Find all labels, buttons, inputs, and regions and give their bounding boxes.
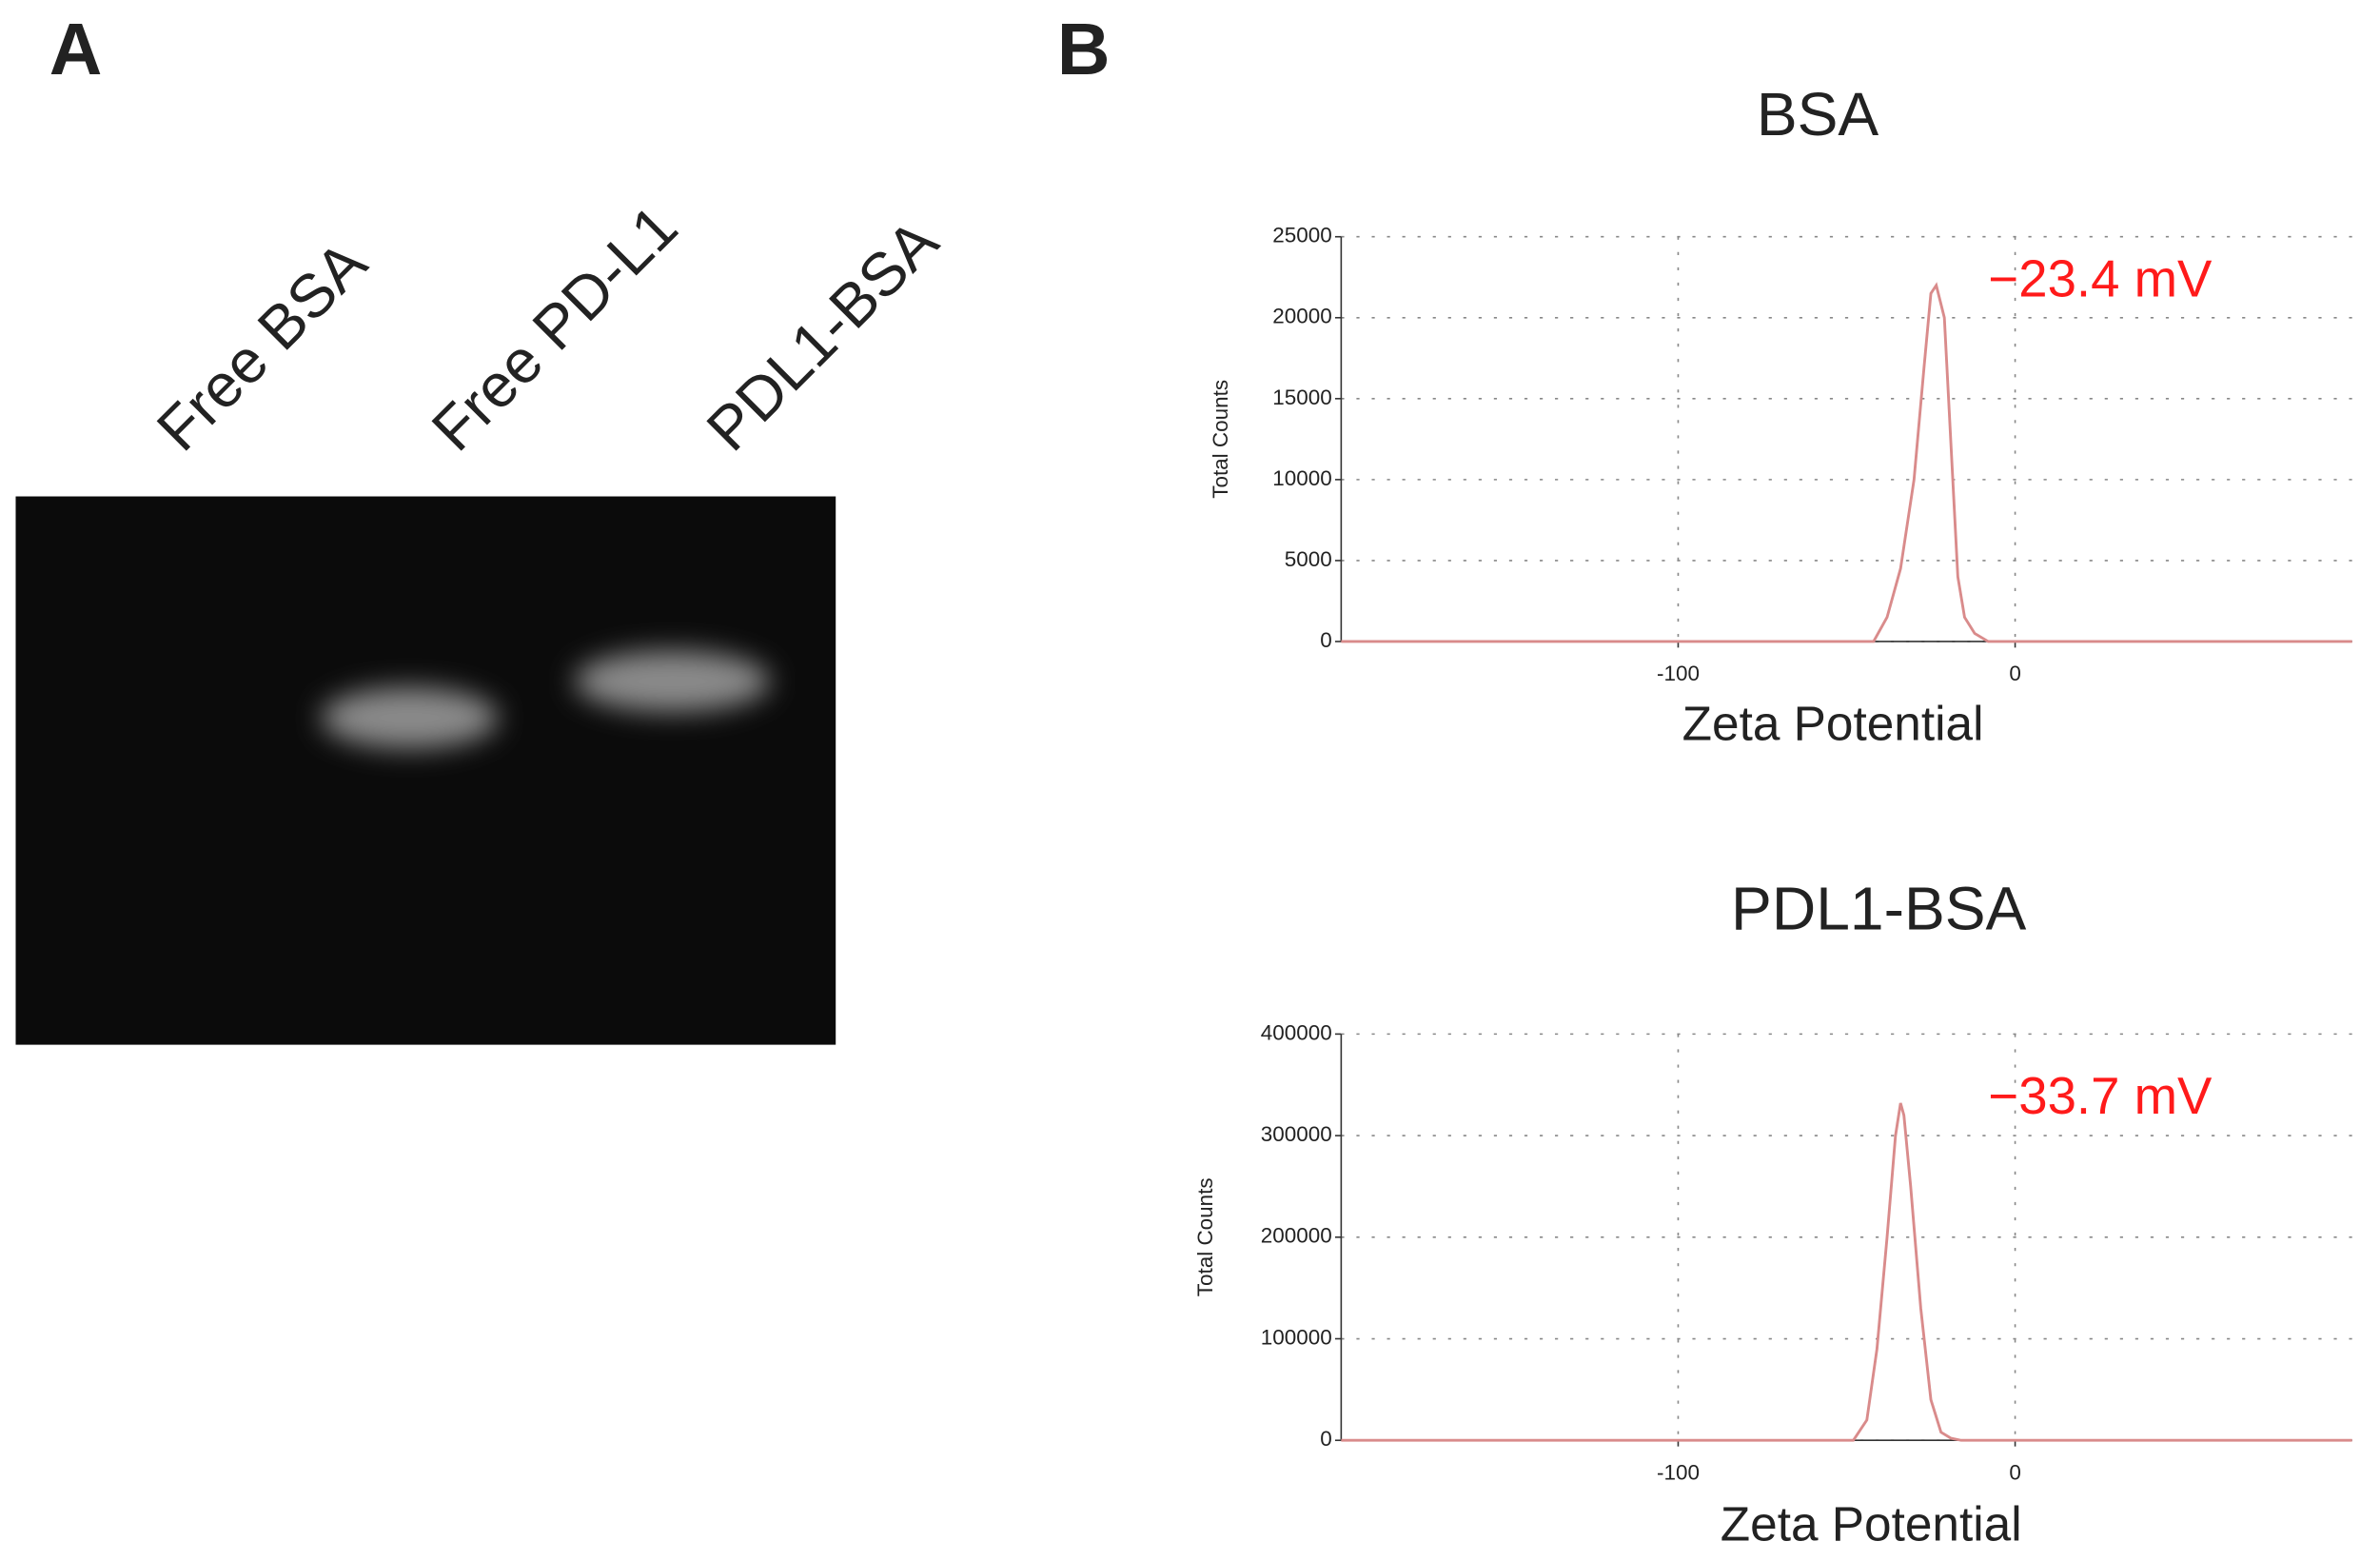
y-tick-label: 0 [1320, 628, 1332, 652]
gel-band [321, 687, 499, 749]
y-tick-label: 5000 [1285, 547, 1332, 571]
chart-title: PDL1-BSA [1731, 875, 2026, 943]
y-tick-label: 10000 [1272, 466, 1331, 490]
x-tick-label: -100 [1657, 662, 1700, 685]
lane-label: Free PD-L1 [419, 192, 690, 464]
y-tick-label: 0 [1320, 1427, 1332, 1451]
y-tick-label: 20000 [1272, 305, 1331, 328]
data-line [1341, 282, 2352, 643]
y-tick-label: 15000 [1272, 385, 1331, 409]
x-axis-label: Zeta Potential [1682, 696, 1984, 750]
lane-label: Free BSA [144, 227, 380, 464]
y-tick-label: 200000 [1261, 1224, 1332, 1248]
x-tick-label: 0 [2009, 1460, 2021, 1484]
y-axis-label: Total Counts [1209, 380, 1232, 499]
x-tick-label: 0 [2009, 662, 2021, 685]
gel-band [574, 650, 771, 712]
data-line [1341, 1102, 2352, 1442]
y-tick-label: 25000 [1272, 224, 1331, 247]
y-tick-label: 400000 [1261, 1020, 1332, 1044]
x-tick-label: -100 [1657, 1460, 1700, 1484]
chart-title: BSA [1757, 80, 1879, 148]
panel-label: A [49, 9, 103, 90]
annotation: −33.7 mV [1988, 1067, 2213, 1125]
gel-image [15, 496, 836, 1045]
y-tick-label: 300000 [1261, 1122, 1332, 1146]
x-axis-label: Zeta Potential [1721, 1496, 2022, 1551]
y-tick-label: 100000 [1261, 1325, 1332, 1349]
y-axis-label: Total Counts [1193, 1177, 1217, 1296]
panel-label: B [1057, 9, 1111, 90]
annotation: −23.4 mV [1988, 249, 2213, 307]
lane-label: PDL1-BSA [694, 207, 951, 464]
